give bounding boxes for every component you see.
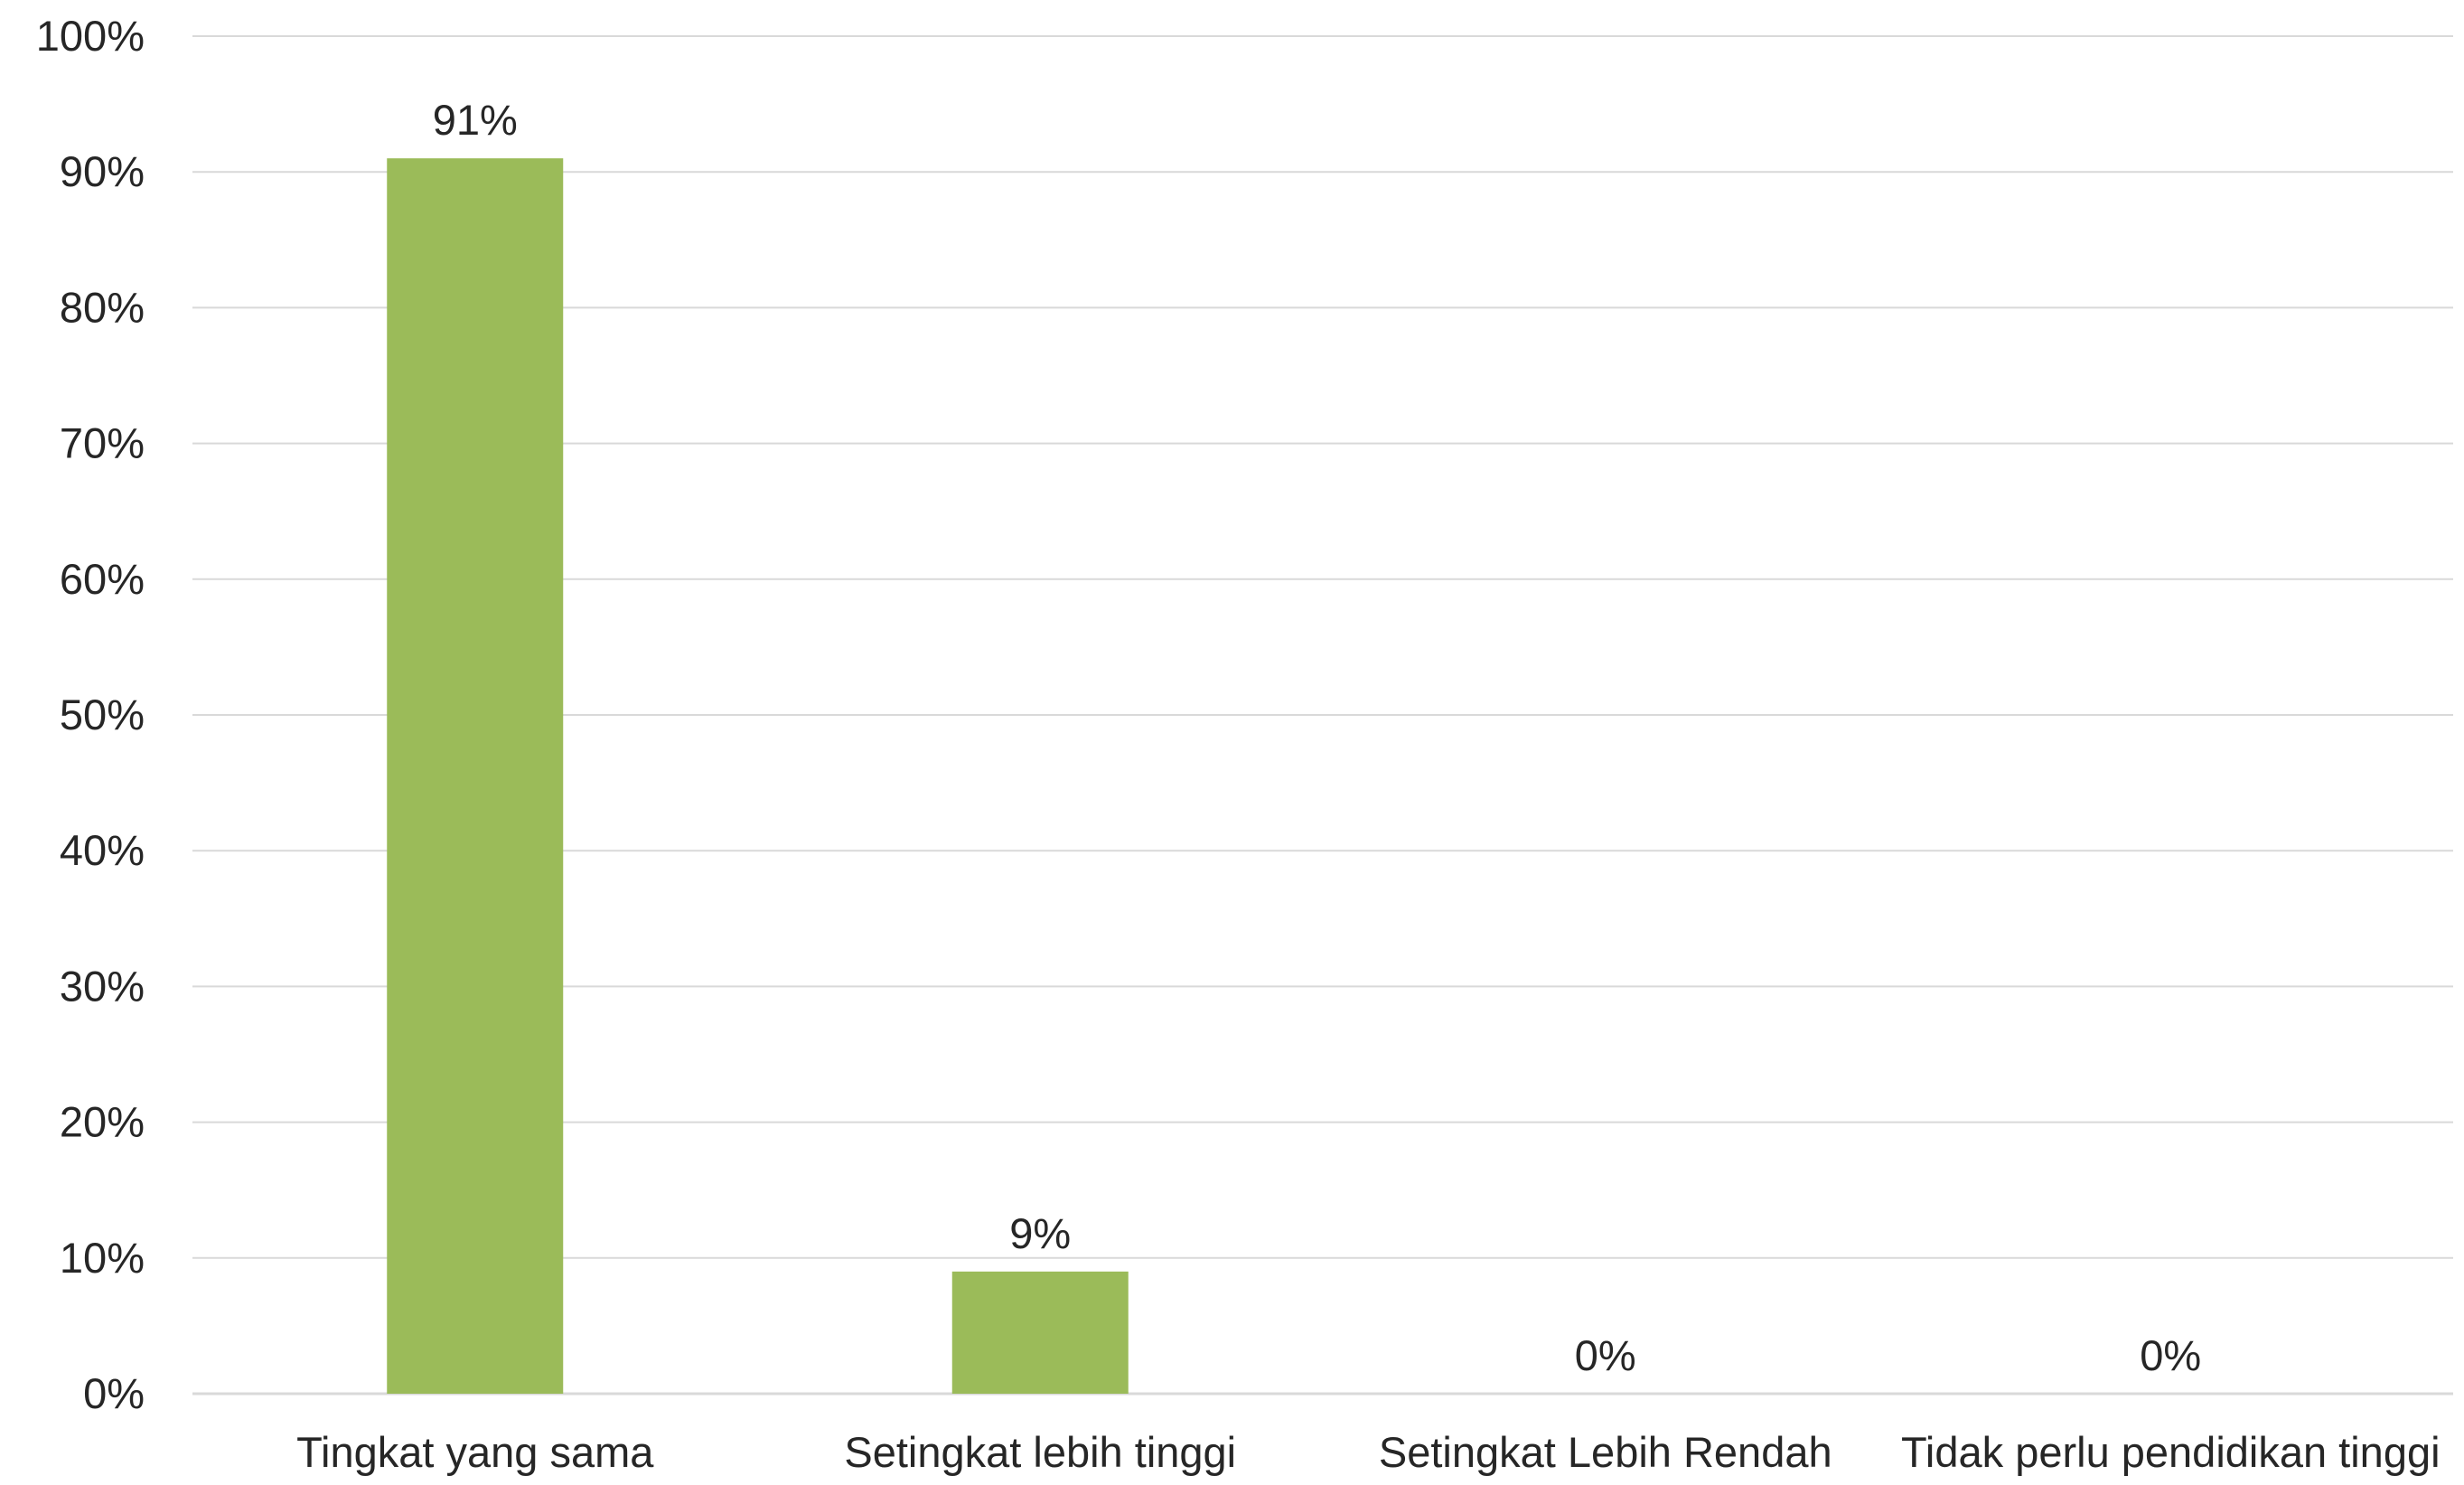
y-tick-label: 90% [60,147,145,195]
data-label: 0% [1575,1331,1636,1379]
bar [387,158,564,1395]
y-tick-label: 50% [60,691,145,738]
x-category-label: Tingkat yang sama [296,1428,654,1476]
y-tick-label: 30% [60,962,145,1010]
bars [387,158,1129,1395]
y-tick-label: 40% [60,826,145,874]
data-label: 9% [1009,1209,1071,1257]
x-axis-category-labels: Tingkat yang sama Setingkat lebih tinggi S… [296,1428,2440,1476]
y-tick-label: 60% [60,555,145,603]
x-category-label: Setingkat lebih tinggi [844,1428,1236,1476]
x-category-label: Setingkat Lebih Rendah [1379,1428,1832,1476]
x-category-label: Tidak perlu pendidikan tinggi [1901,1428,2441,1476]
bar [951,1271,1129,1394]
y-tick-label: 100% [36,12,145,60]
y-tick-label: 20% [60,1098,145,1146]
data-labels: 91% 9% 0% 0% [433,96,2202,1379]
y-tick-label: 10% [60,1234,145,1282]
data-label: 0% [2140,1331,2201,1379]
y-tick-label: 80% [60,283,145,331]
y-axis-tick-labels: 0% 10% 20% 30% 40% 50% 60% 70% 80% 90% 100% [36,12,145,1417]
y-tick-label: 0% [83,1369,145,1417]
y-tick-label: 70% [60,419,145,467]
gridlines [192,35,2453,1396]
data-label: 91% [433,96,518,144]
